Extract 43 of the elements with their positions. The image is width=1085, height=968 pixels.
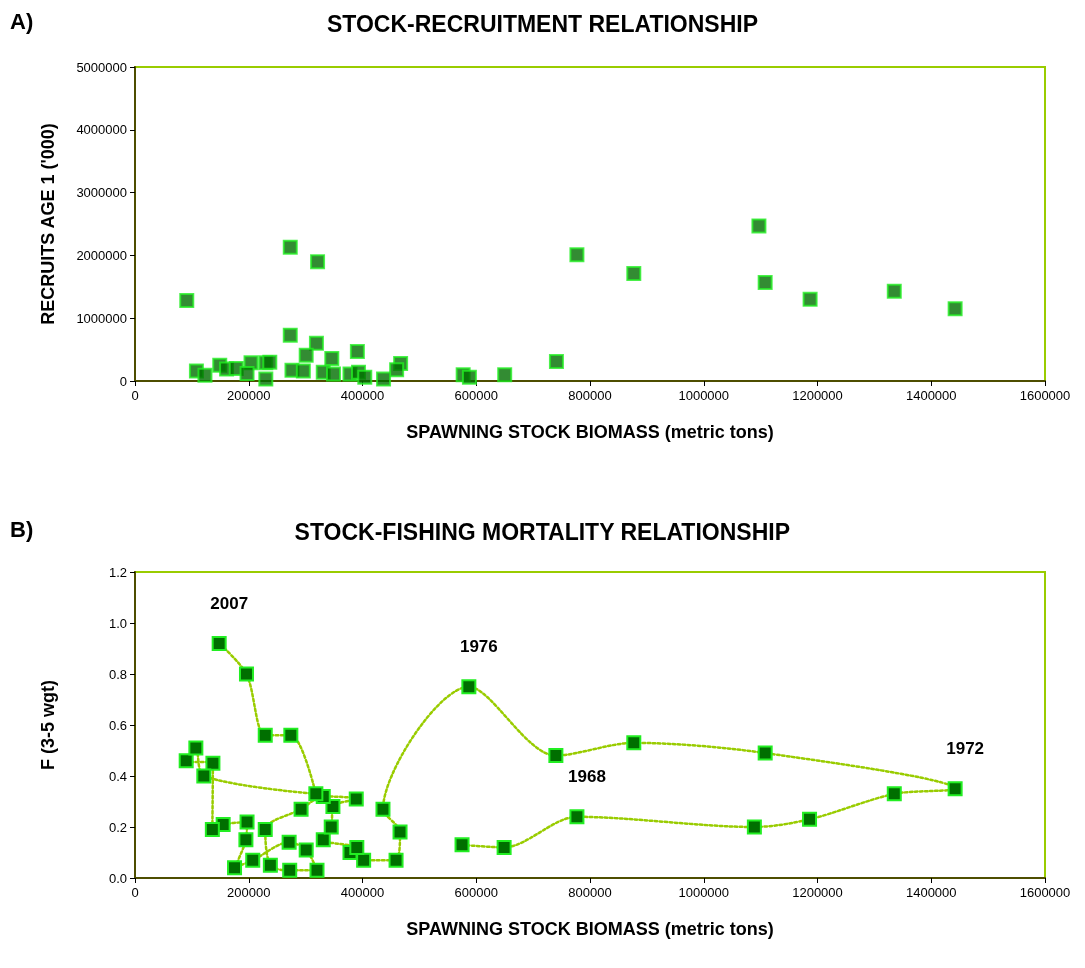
x-tick-label: 400000 [340, 885, 385, 900]
y-tick-label: 0.6 [108, 717, 127, 733]
y-tick-label: 3000000 [76, 185, 127, 201]
x-tick-label: 200000 [227, 885, 271, 900]
annotation: 1968 [568, 767, 606, 787]
text: A) [10, 8, 34, 34]
y-tick-label: 0 [119, 373, 127, 389]
chart-title: STOCK-RECRUITMENT RELATIONSHIP [326, 10, 759, 37]
x-tick-label: 0 [131, 388, 139, 403]
x-tick-label: 1400000 [905, 885, 957, 900]
x-tick-label: 600000 [454, 885, 498, 900]
x-axis-title: SPAWNING STOCK BIOMASS (metric tons) [406, 919, 774, 939]
x-tick-label: 1400000 [905, 388, 957, 403]
annotation: 2007 [210, 593, 249, 613]
x-tick-label: 1000000 [678, 885, 730, 900]
x-tick-label: 1600000 [1019, 885, 1071, 900]
x-tick-label: 200000 [227, 388, 271, 403]
chart-title: STOCK-FISHING MORTALITY RELATIONSHIP [294, 518, 790, 545]
x-axis-title: SPAWNING STOCK BIOMASS (metric tons) [406, 422, 774, 442]
x-tick-label: 1200000 [792, 885, 843, 900]
annotation: 1976 [459, 637, 498, 657]
x-tick-label: 1600000 [1019, 388, 1071, 403]
y-tick-label: 1.0 [108, 615, 127, 631]
y-tick-label: 2000000 [76, 247, 127, 263]
text: B) [10, 516, 34, 542]
y-tick-label: 0.4 [108, 768, 127, 784]
y-tick-label: 0.0 [108, 870, 127, 886]
y-tick-label: 0.8 [108, 666, 127, 682]
y-axis-title: F (3-5 wgt) [38, 680, 58, 770]
x-tick-label: 800000 [568, 388, 612, 403]
x-tick-label: 800000 [568, 885, 612, 900]
y-tick-label: 4000000 [76, 122, 127, 138]
y-tick-label: 0.2 [108, 819, 127, 835]
x-tick-label: 600000 [454, 388, 498, 403]
x-tick-label: 1200000 [792, 388, 843, 403]
y-tick-label: 1.2 [108, 564, 127, 580]
annotation: 1972 [946, 739, 985, 759]
x-tick-label: 400000 [340, 388, 385, 403]
x-tick-label: 1000000 [678, 388, 730, 403]
y-axis-title: RECRUITS AGE 1 ('000) [38, 123, 58, 325]
x-tick-label: 0 [131, 885, 139, 900]
y-tick-label: 1000000 [76, 310, 127, 326]
y-tick-label: 5000000 [76, 59, 127, 75]
